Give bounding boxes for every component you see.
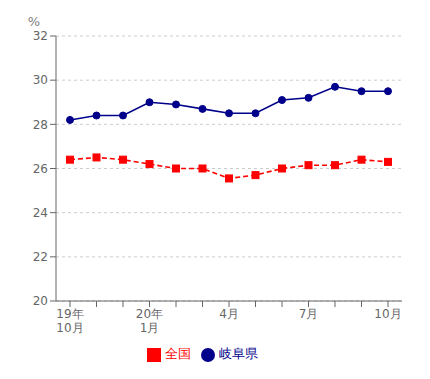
svg-text:19年10月: 19年10月	[56, 307, 83, 335]
svg-text:30: 30	[33, 73, 48, 87]
svg-text:%: %	[28, 14, 40, 29]
svg-text:26: 26	[33, 162, 48, 176]
svg-text:22: 22	[33, 250, 48, 264]
svg-text:10月: 10月	[374, 307, 401, 321]
svg-text:32: 32	[33, 29, 48, 43]
html-text:全国: 全国	[164, 346, 191, 361]
svg-text:20: 20	[33, 294, 48, 308]
svg-text:20年1月: 20年1月	[136, 307, 163, 335]
svg-text:24: 24	[33, 206, 48, 220]
svg-text:4月: 4月	[219, 307, 239, 321]
html-text:岐阜県: 岐阜県	[218, 346, 258, 361]
svg-text:7月: 7月	[299, 307, 319, 321]
svg-text:28: 28	[33, 118, 48, 132]
